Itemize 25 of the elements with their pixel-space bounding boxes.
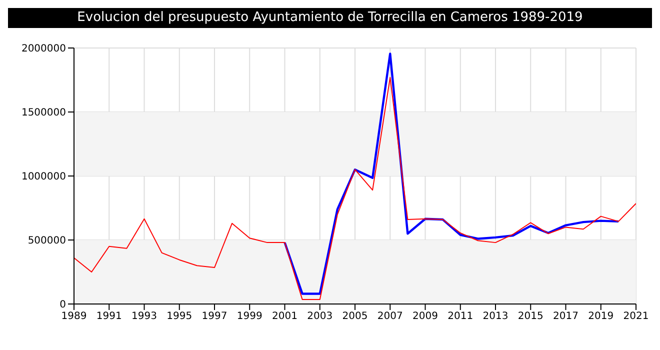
x-tick-label: 2011 xyxy=(448,311,474,322)
y-tick-label: 500000 xyxy=(28,236,66,247)
x-tick-label: 2005 xyxy=(342,311,368,322)
x-tick-label: 1997 xyxy=(202,311,228,322)
y-tick-label: 1500000 xyxy=(21,108,66,119)
x-tick-label: 2003 xyxy=(307,311,333,322)
x-tick-label: 2009 xyxy=(412,311,438,322)
line-series xyxy=(74,76,636,300)
y-tick-label: 0 xyxy=(60,300,66,311)
x-tick-label: 1993 xyxy=(132,311,157,322)
x-tick-label: 2001 xyxy=(272,311,298,322)
x-tick-label: 1995 xyxy=(166,311,192,322)
x-tick-label: 2007 xyxy=(377,311,403,322)
x-tick-label: 1989 xyxy=(61,311,87,322)
line-series xyxy=(284,52,620,295)
chart-title: Evolucion del presupuesto Ayuntamiento de Torrecilla en Cameros 1989-2019 xyxy=(8,8,652,28)
x-tick-label: 2021 xyxy=(623,311,649,322)
x-tick-label: 2015 xyxy=(518,311,544,322)
x-tick-label: 2019 xyxy=(588,311,614,322)
x-tick-label: 2013 xyxy=(482,311,508,322)
y-tick-label: 1000000 xyxy=(21,172,66,183)
x-tick-label: 1991 xyxy=(96,311,122,322)
x-tick-label: 2017 xyxy=(553,311,578,322)
x-tick-label: 1999 xyxy=(236,311,262,322)
y-tick-label: 2000000 xyxy=(21,44,66,55)
